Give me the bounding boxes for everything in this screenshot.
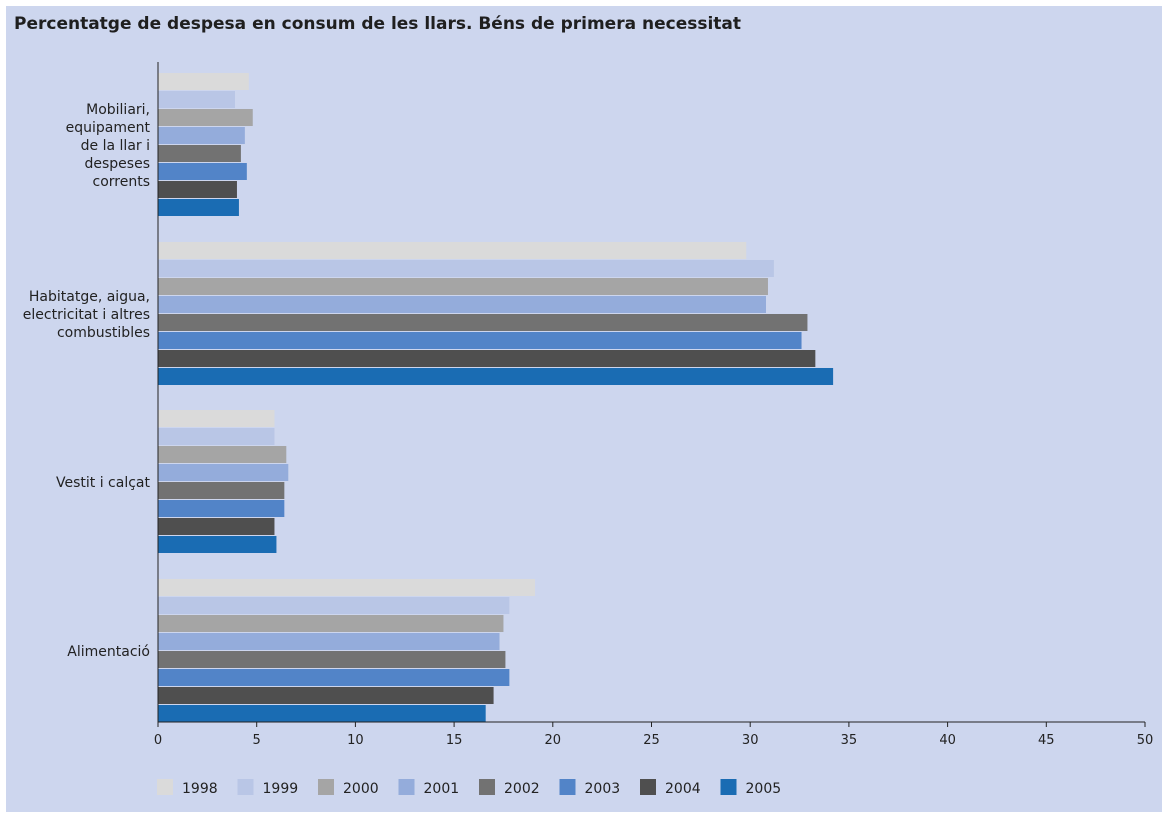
category-label-line: Alimentació bbox=[67, 644, 150, 660]
bar-1998-0 bbox=[158, 73, 249, 90]
category-label-line: Habitatge, aigua, bbox=[29, 289, 150, 305]
legend-label-2000: 2000 bbox=[343, 781, 379, 797]
bar-2005-1 bbox=[158, 368, 834, 385]
bar-1998-3 bbox=[158, 579, 536, 596]
bar-2000-2 bbox=[158, 446, 287, 463]
legend-swatch-2003 bbox=[559, 779, 576, 795]
bar-2000-1 bbox=[158, 278, 768, 295]
legend-swatch-2002 bbox=[479, 779, 495, 795]
bar-2001-0 bbox=[158, 127, 245, 144]
bar-2001-3 bbox=[158, 633, 500, 650]
legend-swatch-2005 bbox=[720, 779, 737, 795]
category-label-line: despeses bbox=[85, 156, 151, 172]
x-tick-label: 50 bbox=[1137, 733, 1154, 748]
bar-1999-3 bbox=[158, 597, 510, 614]
legend-swatch-1998 bbox=[157, 779, 173, 795]
category-label-line: Mobiliari, bbox=[86, 102, 150, 118]
bar-1999-1 bbox=[158, 260, 774, 277]
legend-swatch-2001 bbox=[398, 779, 415, 795]
category-label-line: Vestit i calçat bbox=[56, 475, 150, 491]
bar-2004-3 bbox=[158, 687, 494, 704]
bar-2003-2 bbox=[158, 500, 285, 517]
category-label: Mobiliari, equipament de la llar i despeses… bbox=[66, 102, 151, 190]
x-tick-label: 25 bbox=[643, 733, 660, 748]
bars-group bbox=[158, 73, 834, 722]
bar-2000-3 bbox=[158, 615, 504, 632]
bar-2001-1 bbox=[158, 296, 766, 313]
bar-2004-0 bbox=[158, 181, 237, 198]
category-label-line: combustibles bbox=[57, 325, 150, 341]
chart-title: Percentatge de despesa en consum de les … bbox=[14, 14, 742, 34]
bar-1998-1 bbox=[158, 242, 747, 259]
legend-label-2003: 2003 bbox=[585, 781, 621, 797]
legend-swatch-2004 bbox=[640, 779, 656, 795]
category-label: Habitatge, aigua, electricitat i altres co… bbox=[23, 289, 150, 341]
x-tick-label: 5 bbox=[253, 733, 261, 748]
bar-2003-1 bbox=[158, 332, 802, 349]
legend-label-2004: 2004 bbox=[665, 781, 701, 797]
x-tick-label: 20 bbox=[545, 733, 562, 748]
bar-2001-2 bbox=[158, 464, 289, 481]
x-tick-label: 45 bbox=[1038, 733, 1055, 748]
x-tick-label: 0 bbox=[154, 733, 162, 748]
bar-2003-0 bbox=[158, 163, 247, 180]
legend-label-2005: 2005 bbox=[746, 781, 782, 797]
x-tick-label: 30 bbox=[742, 733, 759, 748]
bar-2002-3 bbox=[158, 651, 506, 668]
category-label-line: equipament bbox=[66, 120, 151, 136]
x-tick-label: 10 bbox=[347, 733, 364, 748]
legend-swatch-1999 bbox=[237, 779, 254, 795]
bar-2005-3 bbox=[158, 705, 486, 722]
legend-swatch-2000 bbox=[318, 779, 334, 795]
category-label: Vestit i calçat bbox=[56, 475, 150, 491]
bar-2003-3 bbox=[158, 669, 510, 686]
legend-label-2002: 2002 bbox=[504, 781, 540, 797]
bar-2004-1 bbox=[158, 350, 816, 367]
bar-2004-2 bbox=[158, 518, 275, 535]
bar-2002-0 bbox=[158, 145, 241, 162]
category-label-line: electricitat i altres bbox=[23, 307, 150, 323]
bar-1998-2 bbox=[158, 410, 275, 427]
category-label: Alimentació bbox=[67, 644, 150, 660]
bar-1999-0 bbox=[158, 91, 235, 108]
legend: 1998 1999 2000 2001 2002 2003 2004 2005 bbox=[157, 779, 781, 797]
bar-2005-2 bbox=[158, 536, 277, 553]
legend-label-1999: 1999 bbox=[263, 781, 299, 797]
x-ticks-group: 0 5 10 15 20 25 30 35 40 45 50 bbox=[154, 722, 1153, 748]
legend-label-2001: 2001 bbox=[424, 781, 460, 797]
bar-2005-0 bbox=[158, 199, 239, 216]
category-label-line: de la llar i bbox=[81, 138, 150, 154]
x-tick-label: 35 bbox=[841, 733, 858, 748]
bar-2002-1 bbox=[158, 314, 808, 331]
x-tick-label: 15 bbox=[446, 733, 463, 748]
x-tick-label: 40 bbox=[939, 733, 956, 748]
legend-label-1998: 1998 bbox=[182, 781, 218, 797]
category-labels-group: Mobiliari, equipament de la llar i despeses… bbox=[23, 102, 151, 660]
bar-2002-2 bbox=[158, 482, 285, 499]
bar-1999-2 bbox=[158, 428, 275, 445]
bar-2000-0 bbox=[158, 109, 253, 126]
category-label-line: corrents bbox=[93, 174, 151, 190]
